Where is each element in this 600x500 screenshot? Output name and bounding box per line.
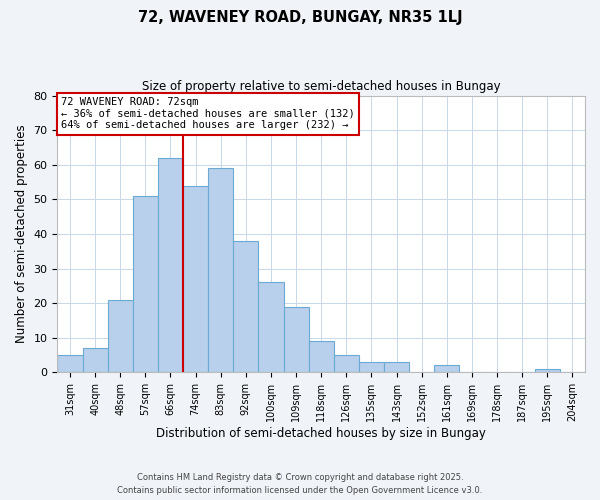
Bar: [233, 241, 259, 372]
Text: 72, WAVENEY ROAD, BUNGAY, NR35 1LJ: 72, WAVENEY ROAD, BUNGAY, NR35 1LJ: [137, 10, 463, 25]
Bar: [58, 355, 83, 372]
Bar: [208, 168, 233, 372]
Bar: [308, 341, 334, 372]
Bar: [535, 369, 560, 372]
Bar: [107, 300, 133, 372]
Bar: [384, 362, 409, 372]
Bar: [158, 158, 183, 372]
X-axis label: Distribution of semi-detached houses by size in Bungay: Distribution of semi-detached houses by …: [156, 427, 486, 440]
Y-axis label: Number of semi-detached properties: Number of semi-detached properties: [15, 124, 28, 344]
Bar: [334, 355, 359, 372]
Bar: [359, 362, 384, 372]
Title: Size of property relative to semi-detached houses in Bungay: Size of property relative to semi-detach…: [142, 80, 500, 93]
Bar: [284, 306, 308, 372]
Bar: [259, 282, 284, 372]
Bar: [133, 196, 158, 372]
Bar: [434, 366, 460, 372]
Bar: [183, 186, 208, 372]
Bar: [83, 348, 107, 372]
Text: Contains HM Land Registry data © Crown copyright and database right 2025.
Contai: Contains HM Land Registry data © Crown c…: [118, 474, 482, 495]
Text: 72 WAVENEY ROAD: 72sqm
← 36% of semi-detached houses are smaller (132)
64% of se: 72 WAVENEY ROAD: 72sqm ← 36% of semi-det…: [61, 98, 355, 130]
